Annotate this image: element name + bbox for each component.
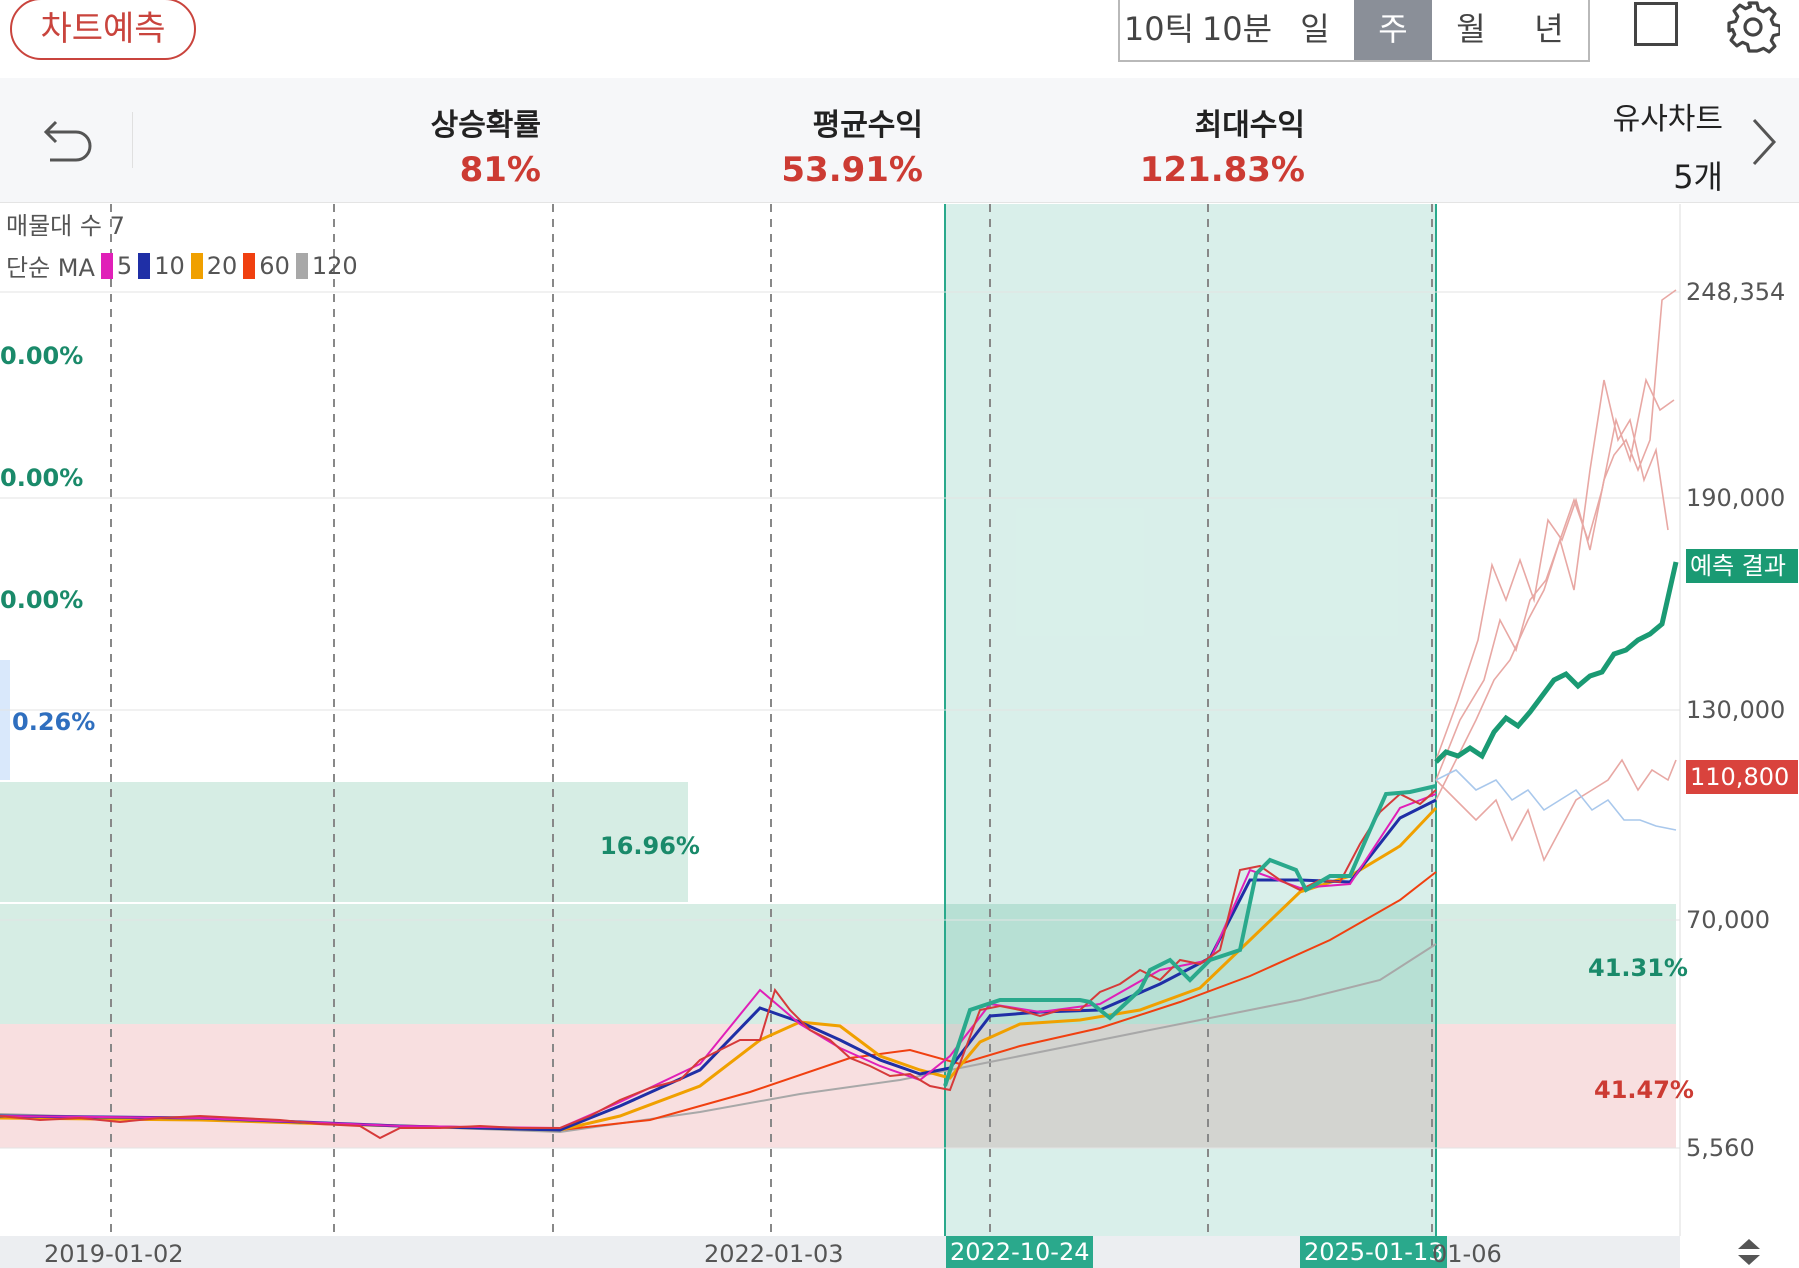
rise-probability-label: 상승확률: [430, 108, 541, 143]
similar-path-2: [1435, 379, 1669, 781]
volume-zone-6: [0, 1024, 1676, 1148]
top-toolbar: 차트예측 10틱 10분 일 주 월 년: [0, 0, 1799, 78]
similar-charts[interactable]: 유사차트 5개: [1613, 94, 1723, 198]
ma-5-swatch: [100, 252, 113, 279]
forecast-result-tag: 예측 결과: [1686, 549, 1798, 583]
similar-path-5: [1435, 769, 1677, 831]
volume-pct-6: 41.47%: [1594, 1076, 1694, 1104]
volume-pct-4: 16.96%: [600, 832, 700, 860]
chevron-right-icon[interactable]: [1750, 114, 1780, 170]
y-tick-3: 70,000: [1686, 906, 1770, 934]
chart-predict-button[interactable]: 차트예측: [10, 0, 196, 60]
volume-zone-4: [0, 782, 688, 902]
tab-10-tick[interactable]: 10틱: [1123, 10, 1195, 48]
x-label-2019: 2019-01-02: [44, 1240, 184, 1268]
square-icon[interactable]: [1634, 2, 1678, 46]
ma-120-label: 120: [311, 251, 358, 280]
divider: [132, 112, 133, 168]
period-tabs: 10틱 10분 일 주 월 년: [1118, 0, 1590, 62]
y-tick-1: 190,000: [1686, 484, 1786, 512]
forecast-line: [1434, 561, 1679, 764]
ma-20-line: [0, 806, 1438, 1132]
volume-pct-1: 0.00%: [0, 464, 84, 492]
similar-path-4: [1435, 758, 1677, 863]
tab-year[interactable]: 년: [1534, 10, 1564, 48]
ma-10-swatch: [138, 252, 151, 279]
horizontal-grid: [0, 291, 1680, 1149]
similar-charts-count: 5개: [1673, 158, 1723, 196]
range-start-tag[interactable]: 2022-10-24: [946, 1236, 1094, 1268]
range-end-tag[interactable]: 2025-01-13: [1300, 1236, 1448, 1268]
similar-charts-label: 유사차트: [1612, 102, 1723, 137]
current-price-tag: 110,800: [1686, 760, 1798, 794]
range-end-suffix: 01-06: [1432, 1240, 1502, 1268]
ma-120-swatch: [295, 252, 308, 279]
ma-prefix: 단순 MA: [6, 254, 95, 282]
selected-range: [944, 204, 1436, 1236]
rise-probability-value: 81%: [459, 150, 541, 190]
average-return: 평균수익 53.91%: [781, 100, 923, 190]
prediction-summary: 상승확률 81% 평균수익 53.91% 최대수익 121.83% 유사차트 5…: [0, 78, 1799, 203]
tab-month[interactable]: 월: [1456, 10, 1486, 48]
rise-probability: 상승확률 81%: [431, 100, 541, 190]
volume-pct-3: 0.26%: [12, 708, 96, 736]
volume-pct-0: 0.00%: [0, 342, 84, 370]
gear-icon[interactable]: [1726, 0, 1780, 54]
ma-20-swatch: [190, 252, 203, 279]
similar-path-1: [1435, 289, 1677, 761]
sort-updown-icon[interactable]: [1734, 1236, 1764, 1268]
y-tick-4: 5,560: [1686, 1134, 1755, 1162]
average-return-label: 평균수익: [812, 108, 923, 143]
ma-60-label: 60: [259, 251, 290, 280]
max-return-value: 121.83%: [1139, 150, 1305, 190]
max-return: 최대수익 121.83%: [1140, 100, 1305, 190]
volume-profile-count: 매물대 수 7: [6, 212, 125, 240]
vertical-grid: [110, 204, 1433, 1236]
similar-path-3: [1435, 377, 1675, 801]
ma-60-swatch: [243, 252, 256, 279]
matched-pattern-line: [943, 784, 1437, 1087]
ma-5-label: 5: [116, 251, 133, 280]
volume-zone-5: [0, 904, 1676, 1024]
tab-10-min[interactable]: 10분: [1201, 10, 1273, 48]
average-return-value: 53.91%: [781, 150, 923, 190]
volume-zone-3: [0, 660, 10, 780]
volume-pct-5: 41.31%: [1588, 954, 1688, 982]
ma-legend: 단순 MA 5 10 20 60 120: [6, 248, 358, 283]
max-return-label: 최대수익: [1194, 108, 1305, 143]
price-candles: [0, 789, 1437, 1140]
tab-week[interactable]: 주: [1354, 0, 1432, 60]
volume-pct-2: 0.00%: [0, 586, 84, 614]
ma-20-label: 20: [206, 251, 238, 280]
undo-icon[interactable]: [40, 112, 96, 168]
tab-day[interactable]: 일: [1300, 10, 1330, 48]
x-label-2022: 2022-01-03: [704, 1240, 844, 1268]
y-tick-2: 130,000: [1686, 696, 1786, 724]
ma-10-label: 10: [154, 251, 185, 280]
similar-chart-paths: [1435, 289, 1677, 863]
y-tick-0: 248,354: [1686, 278, 1786, 306]
